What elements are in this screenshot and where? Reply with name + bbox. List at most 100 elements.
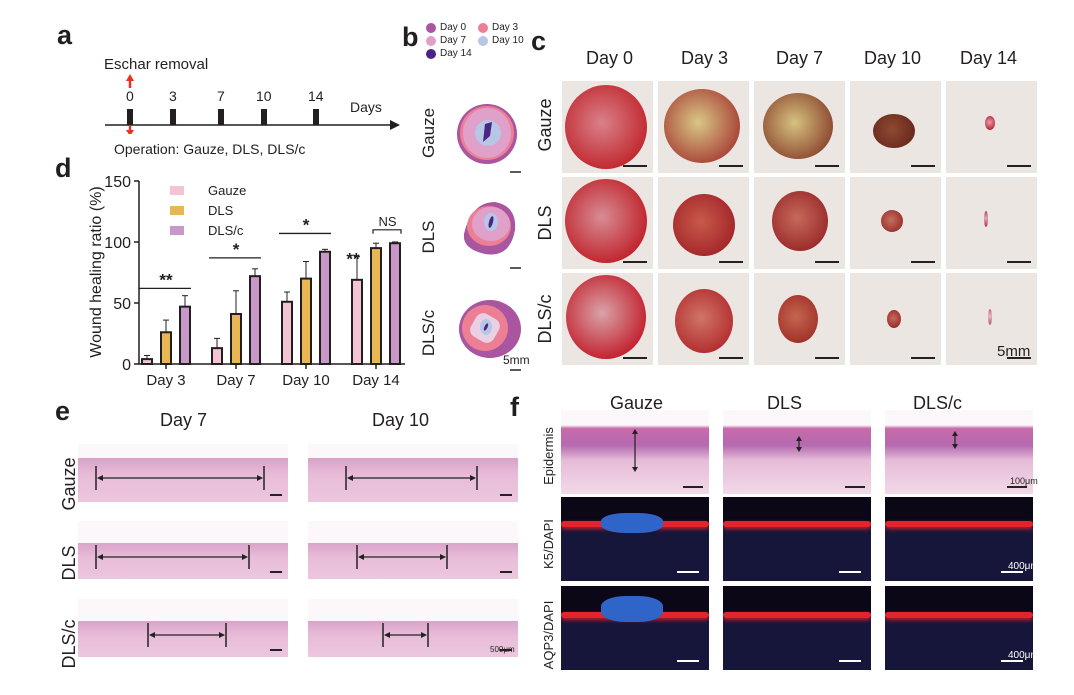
col-label-day0: Day 0 <box>586 48 634 68</box>
wound-photo-dlsc-day10 <box>850 273 941 365</box>
wound-region <box>873 114 915 148</box>
legend-dot-icon <box>426 48 436 59</box>
tick-14: 14 <box>308 88 324 104</box>
wound-region <box>675 289 733 353</box>
legend-dot-icon <box>426 35 436 46</box>
wound-photo-dls-day14 <box>946 177 1037 269</box>
operation-label: Operation: Gauze, DLS, DLS/c <box>114 141 306 157</box>
epidermis-band <box>723 521 871 527</box>
scale-bar <box>677 660 699 662</box>
row-label-gauze-c: Gauze <box>535 98 555 152</box>
scale-bar <box>270 494 282 496</box>
scale-bar <box>500 649 512 651</box>
scale-bar <box>1007 165 1031 167</box>
wound-region <box>984 211 988 227</box>
col-label-day7: Day 7 <box>776 48 824 68</box>
col-label-day14: Day 14 <box>960 48 1018 68</box>
histology-dlsc-day7 <box>78 599 288 657</box>
scale-bar <box>623 165 647 167</box>
days-axis-label: Days <box>350 99 382 115</box>
wound-photo-dlsc-day3 <box>658 273 749 365</box>
row-label-dlsc-c: DLS/c <box>535 294 555 344</box>
x-tick-label: Day 3 <box>146 372 185 389</box>
legend-text: Day 0 <box>440 22 467 33</box>
wound-photo-dls-day3 <box>658 177 749 269</box>
scab-region <box>601 596 663 622</box>
y-tick-label: 100 <box>104 235 131 252</box>
x-tick-label: Day 10 <box>282 372 330 389</box>
scale-bar <box>683 486 703 488</box>
dermis-region <box>885 618 1033 670</box>
scale-bar <box>911 165 935 167</box>
scale-bar <box>270 649 282 651</box>
wound-region <box>887 310 901 328</box>
wound-photo-gauze-day10 <box>850 81 941 173</box>
legend-item-day10: Day 10 <box>478 35 524 46</box>
scale-bar <box>839 571 861 573</box>
wound-region <box>988 309 992 325</box>
row-label-dls-c: DLS <box>535 205 555 241</box>
wound-region <box>673 194 735 256</box>
col-label-day10-e: Day 10 <box>372 410 430 430</box>
scale-bar <box>815 165 839 167</box>
epidermis-band <box>723 612 871 618</box>
bar-gauze-day14 <box>351 278 363 366</box>
histology-dlsc-day10 <box>308 599 518 657</box>
scale-bar <box>1007 486 1027 488</box>
panel-label-b: b <box>402 22 419 52</box>
scale-bar <box>719 357 743 359</box>
stain-epidermis-dls <box>723 410 871 494</box>
wound-region <box>778 295 818 343</box>
scale-bar <box>719 165 743 167</box>
wound-region <box>565 179 647 263</box>
scale-label-f-aqp3: 400μm <box>1008 650 1039 661</box>
wound-tracing-dlsc <box>459 300 521 358</box>
panel-label-d: d <box>55 153 72 183</box>
red-up-arrow-icon <box>126 74 134 88</box>
wound-tracing-gauze <box>457 104 517 164</box>
legend-swatch <box>170 226 184 235</box>
scale-bar <box>1007 261 1031 263</box>
wound-region <box>565 85 647 169</box>
tissue-section <box>308 621 518 657</box>
wound-region <box>985 116 995 130</box>
stain-aqp3-dapi-gauze <box>561 586 709 670</box>
significance-stars: ** <box>159 270 173 289</box>
dermis-region <box>723 618 871 670</box>
legend-text: Day 10 <box>492 35 524 46</box>
legend-dot-icon <box>478 22 488 33</box>
bar-dls-day14 <box>370 247 382 366</box>
wound-photo-gauze-day3 <box>658 81 749 173</box>
legend-item-day0: Day 0 <box>426 22 466 33</box>
wound-photo-dlsc-day0 <box>562 273 653 365</box>
scale-bar <box>1001 571 1023 573</box>
bar-gauze-day10 <box>281 300 293 365</box>
scale-label-f-k5: 400μm <box>1008 561 1039 572</box>
bar-gauze-day3 <box>141 358 153 365</box>
significance-stars: ** <box>346 250 360 269</box>
legend-label: DLS/c <box>208 223 244 238</box>
legend-item-day14: Day 14 <box>426 48 472 59</box>
tick-7: 7 <box>217 88 225 104</box>
tissue-section <box>308 458 518 502</box>
timeline-diagram <box>105 74 400 134</box>
bar-dlsc-day14 <box>389 242 401 365</box>
col-label-dls-f: DLS <box>767 393 803 413</box>
scale-bar <box>815 357 839 359</box>
eschar-removal-label: Eschar removal <box>104 56 209 73</box>
wound-photo-gauze-day7 <box>754 81 845 173</box>
stain-aqp3-dapi-dlsc <box>885 586 1033 670</box>
histology-dls-day10 <box>308 521 518 579</box>
bar-dlsc-day10 <box>319 250 331 365</box>
row-label-epidermis: Epidermis <box>541 427 556 485</box>
scale-label-f-he: 100μm <box>1010 476 1038 486</box>
scale-label-e: 500μm <box>490 645 515 654</box>
significance-stars: * <box>303 215 310 234</box>
scale-bar <box>500 494 512 496</box>
scale-bar <box>1001 660 1023 662</box>
stain-k5-dapi-gauze <box>561 497 709 581</box>
tick-3: 3 <box>169 88 177 104</box>
col-label-dlsc-f: DLS/c <box>913 393 963 413</box>
axis-arrow-icon <box>390 120 400 130</box>
stain-epidermis-gauze <box>561 410 709 494</box>
